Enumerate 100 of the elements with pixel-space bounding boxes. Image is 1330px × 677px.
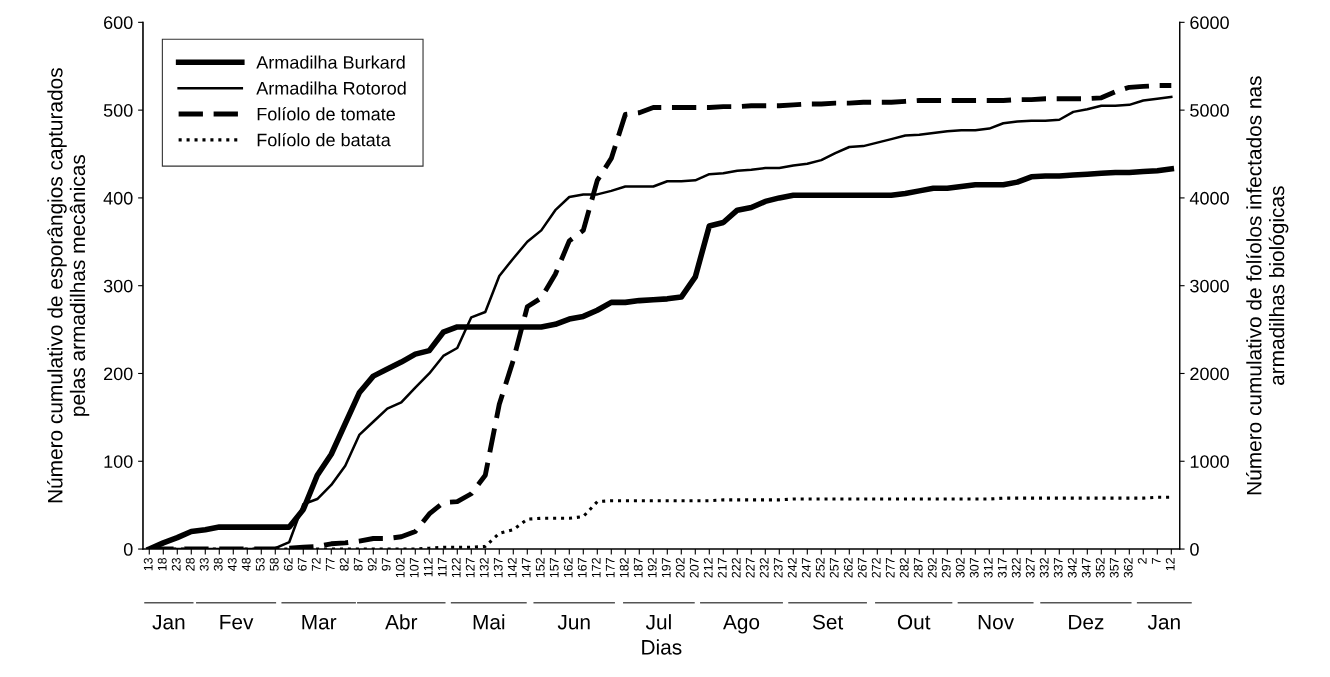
text: Abr [385,614,418,630]
x-tick-label: 297 [941,558,951,578]
x-tick-label: 92 [367,558,377,571]
x-tick-label: 97 [381,558,391,571]
x-tick-label: 67 [297,558,307,571]
y2-tick-label: 6000 [1190,16,1229,30]
x-tick-label: 212 [703,558,713,578]
x-tick-label: 217 [717,558,727,578]
legend-label: Armadilha Rotorod [256,81,406,95]
x-tick-label: 242 [787,558,797,578]
y2-tick-label: 4000 [1189,191,1229,205]
x-tick-label: 207 [689,558,699,578]
x-tick-label: 102 [395,558,405,578]
y-tick-label: 300 [103,279,133,293]
x-tick-label: 12 [1165,558,1175,571]
x-tick-label: 38 [213,557,223,571]
y2-tick-label: 0 [1190,542,1199,556]
x-tick-label: 167 [577,558,587,578]
x-tick-label: 58 [269,557,279,571]
y-tick-label: 100 [104,455,133,468]
x-tick-label: 362 [1123,558,1133,578]
text: Ago [723,614,760,634]
x-tick-label: 107 [409,558,419,578]
x-tick-label: 187 [633,558,643,578]
x-tick-label: 227 [745,558,755,578]
x-tick-label: 322 [1011,558,1021,578]
text: Mai [473,614,505,630]
x-tick-label: 357 [1109,558,1119,578]
x-tick-label: 282 [899,558,909,578]
text: Dez [1069,614,1104,630]
x-tick-label: 312 [983,558,993,578]
legend-label: Armadilha Burkard [256,55,405,69]
y-tick-label: 600 [104,16,133,30]
x-tick-label: 332 [1039,558,1049,578]
legend-label: Folíolo de batata [257,132,391,147]
x-tick-label: 267 [857,558,867,578]
y2-axis-title: Número cumulativo de folíolos infectados nas armadilhas biológicas [1246,76,1289,495]
x-tick-label: 232 [759,558,769,578]
x-tick-label: 317 [997,558,1007,578]
x-tick-label: 147 [521,558,531,578]
text: Out [897,614,931,630]
x-tick-label: 347 [1081,558,1091,578]
x-tick-label: 162 [563,558,573,578]
y2-tick-label: 3000 [1190,279,1229,293]
text: Fev [220,614,254,630]
x-tick-label: 33 [199,557,209,571]
x-tick-label: 72 [311,558,321,571]
y-tick-label: 500 [103,104,133,117]
x-tick-label: 287 [913,558,923,578]
x-tick-label: 13 [143,557,153,571]
x-tick-label: 302 [955,558,965,578]
y-tick-label: 200 [104,367,133,381]
x-tick-label: 132 [479,558,489,578]
x-tick-label: 7 [1151,558,1161,564]
y-tick-label: 400 [103,191,133,205]
x-tick-label: 277 [885,558,895,578]
text: Jan [1147,614,1180,630]
x-tick-label: 157 [549,558,559,578]
legend-label: Folíolo de tomate [257,107,395,121]
x-tick-label: 222 [731,558,741,578]
x-tick-label: 182 [619,558,629,578]
text: Set [812,614,844,630]
x-tick-label: 122 [451,558,461,578]
text: Jan [152,614,185,630]
y2-tick-label: 5000 [1190,104,1229,117]
x-tick-label: 112 [423,558,433,577]
text: Jul [645,614,671,630]
x-tick-label: 87 [353,558,363,571]
x-tick-label: 172 [591,558,601,578]
x-tick-label: 142 [507,558,517,578]
x-tick-label: 28 [185,557,195,571]
x-tick-label: 137 [493,558,503,578]
x-tick-label: 352 [1095,558,1105,578]
x-tick-label: 272 [871,558,881,578]
y2-tick-label: 1000 [1190,455,1229,468]
x-tick-label: 82 [339,558,349,571]
x-tick-label: 197 [661,558,671,578]
x-tick-label: 48 [241,557,251,571]
y2-tick-label: 2000 [1190,367,1229,381]
text: Jun [557,614,590,630]
x-tick-label: 337 [1053,558,1063,578]
x-tick-label: 327 [1025,558,1035,578]
x-tick-label: 53 [255,557,265,571]
text: Nov [978,614,1015,630]
x-tick-label: 192 [647,558,657,578]
x-tick-label: 307 [969,558,979,578]
x-tick-label: 202 [675,558,685,578]
x-axis-title: Dias [642,639,682,655]
text: Mar [302,614,337,630]
x-tick-label: 117 [437,558,447,577]
x-tick-label: 18 [157,557,167,571]
x-tick-label: 62 [283,558,293,571]
x-tick-label: 23 [171,557,181,571]
y-axis-title: Número cumulativo de esporângios capturados pelas armadilhas mecânicas [47,68,90,503]
x-tick-label: 77 [325,558,335,571]
x-tick-label: 247 [801,558,811,578]
x-tick-label: 2 [1137,558,1147,564]
x-tick-label: 262 [843,558,853,578]
x-tick-label: 127 [465,558,475,578]
x-tick-label: 177 [605,558,615,578]
